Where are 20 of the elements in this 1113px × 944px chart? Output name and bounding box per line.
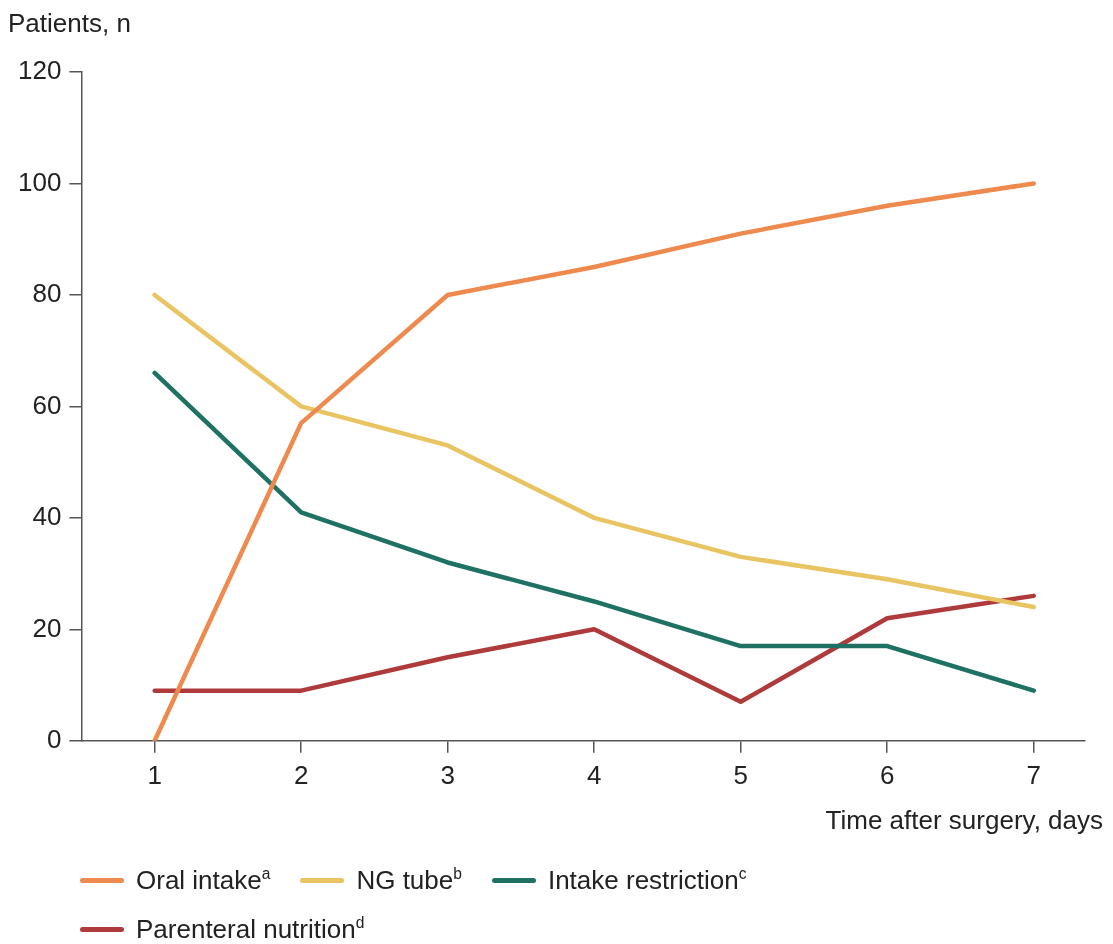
x-tick-label: 4 <box>586 759 602 790</box>
x-tick-label: 3 <box>440 759 455 790</box>
x-axis-title: Time after surgery, days <box>825 805 1103 836</box>
y-tick-label: 20 <box>32 612 62 643</box>
y-tick-label: 40 <box>32 501 62 532</box>
x-tick-label: 2 <box>293 759 309 790</box>
y-tick-label: 60 <box>32 389 62 420</box>
y-tick-label: 120 <box>17 55 62 86</box>
x-tick-label: 1 <box>147 759 162 790</box>
x-tick-label: 7 <box>1026 759 1041 790</box>
y-tick-label: 100 <box>17 166 62 197</box>
legend-label: Parenteral nutrition$^{d}$ <box>136 914 365 944</box>
y-axis-title: Patients, n <box>8 8 131 39</box>
legend-label: Oral intake$^{a}$ <box>136 865 271 896</box>
y-tick-label: 0 <box>46 723 62 754</box>
legend-label: Intake restriction$^{c}$ <box>547 865 747 896</box>
x-tick-label: 5 <box>733 759 748 790</box>
x-tick-label: 6 <box>879 759 895 790</box>
y-tick-label: 80 <box>32 278 62 309</box>
legend-label: NG tube$^{b}$ <box>356 865 462 896</box>
